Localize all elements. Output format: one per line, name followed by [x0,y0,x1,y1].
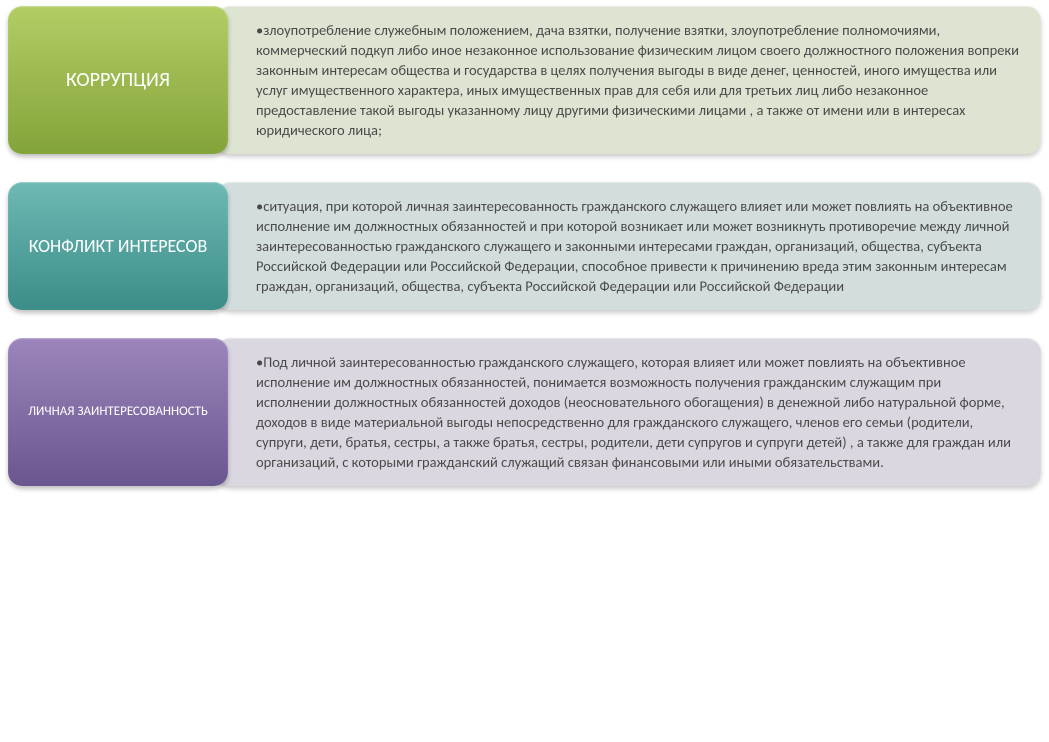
content-box-conflict: •ситуация, при которой личная заинтересо… [216,182,1041,310]
title-text: КОРРУПЦИЯ [66,67,170,94]
content-text: •злоупотребление служебным положением, д… [256,20,1019,140]
row-conflict: КОНФЛИКТ ИНТЕРЕСОВ •ситуация, при которо… [8,182,1041,310]
row-personal-interest: ЛИЧНАЯ ЗАИНТЕРЕСОВАННОСТЬ •Под личной за… [8,338,1041,486]
content-box-personal-interest: •Под личной заинтересованностью гражданс… [216,338,1041,486]
content-text: •Под личной заинтересованностью гражданс… [256,352,1019,472]
title-box-corruption: КОРРУПЦИЯ [8,6,228,154]
title-text: КОНФЛИКТ ИНТЕРЕСОВ [29,234,207,258]
row-corruption: КОРРУПЦИЯ •злоупотребление служебным пол… [8,6,1041,154]
content-text: •ситуация, при которой личная заинтересо… [256,196,1019,296]
title-box-conflict: КОНФЛИКТ ИНТЕРЕСОВ [8,182,228,310]
title-box-personal-interest: ЛИЧНАЯ ЗАИНТЕРЕСОВАННОСТЬ [8,338,228,486]
title-text: ЛИЧНАЯ ЗАИНТЕРЕСОВАННОСТЬ [28,403,208,421]
infographic-container: КОРРУПЦИЯ •злоупотребление служебным пол… [8,6,1041,486]
content-box-corruption: •злоупотребление служебным положением, д… [216,6,1041,154]
